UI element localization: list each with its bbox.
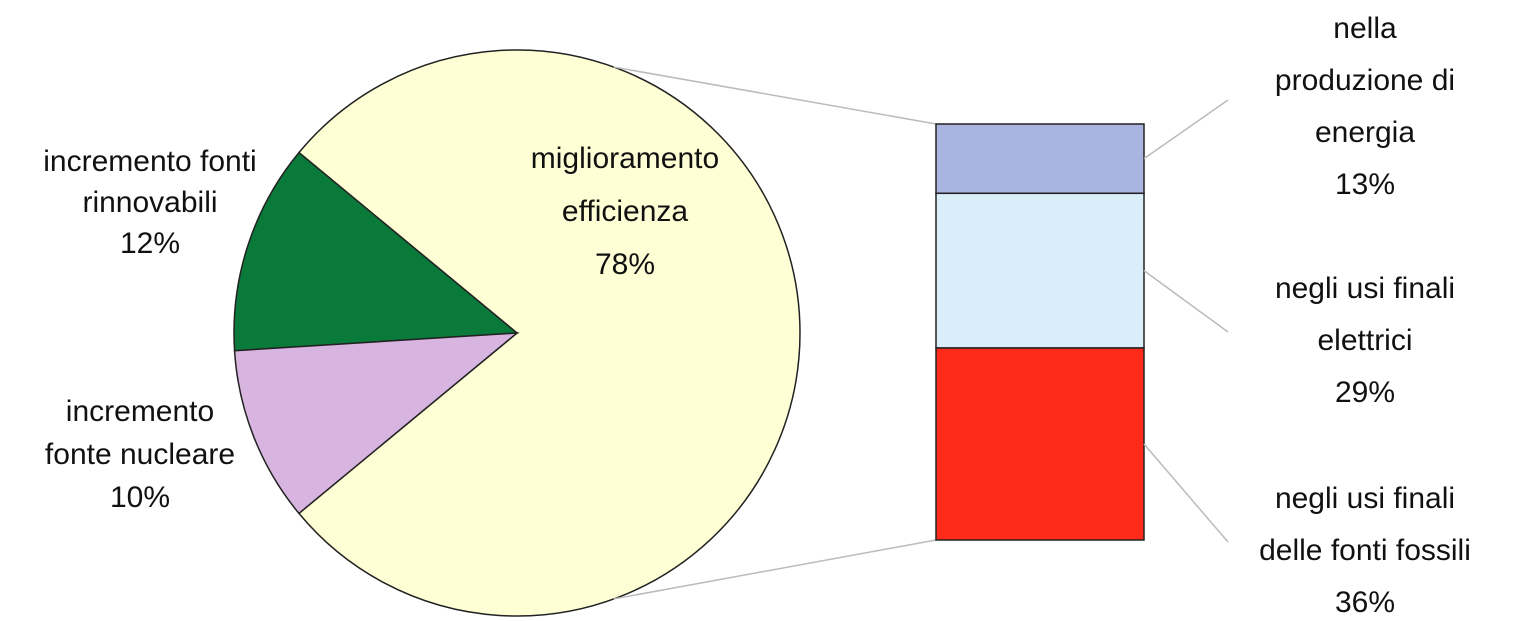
bar-label: negli usi finali bbox=[1275, 272, 1455, 305]
pie-slice bbox=[233, 151, 519, 352]
bar-label: elettrici bbox=[1317, 324, 1412, 357]
slice-label: incremento bbox=[66, 395, 214, 428]
bar-segment bbox=[935, 123, 1145, 195]
leader-line bbox=[1143, 270, 1229, 333]
leader-line bbox=[1143, 443, 1229, 543]
bar-label: nella bbox=[1333, 12, 1397, 45]
slice-label: fonte nucleare bbox=[45, 438, 235, 471]
bar-value-label: 36% bbox=[1335, 586, 1395, 619]
connector-line bbox=[613, 539, 937, 600]
leader-line bbox=[1143, 99, 1229, 160]
connector-line bbox=[613, 66, 937, 125]
slice-label: rinnovabili bbox=[82, 186, 217, 219]
pie-slice bbox=[297, 49, 801, 617]
bar-label: delle fonti fossili bbox=[1259, 534, 1471, 567]
slice-value-label: 10% bbox=[110, 481, 170, 514]
bar-label: negli usi finali bbox=[1275, 482, 1455, 515]
slice-label: efficienza bbox=[562, 195, 689, 228]
bar-value-label: 13% bbox=[1335, 168, 1395, 201]
pie-slice bbox=[233, 332, 520, 515]
slice-label: miglioramento bbox=[531, 142, 719, 175]
bar-segment bbox=[935, 347, 1145, 541]
slice-label: incremento fonti bbox=[43, 145, 256, 178]
bar-label: energia bbox=[1315, 116, 1415, 149]
bar-segment bbox=[935, 192, 1145, 349]
bar-value-label: 29% bbox=[1335, 376, 1395, 409]
slice-value-label: 12% bbox=[120, 227, 180, 260]
bar-label: produzione di bbox=[1275, 64, 1455, 97]
slice-value-label: 78% bbox=[595, 248, 655, 281]
